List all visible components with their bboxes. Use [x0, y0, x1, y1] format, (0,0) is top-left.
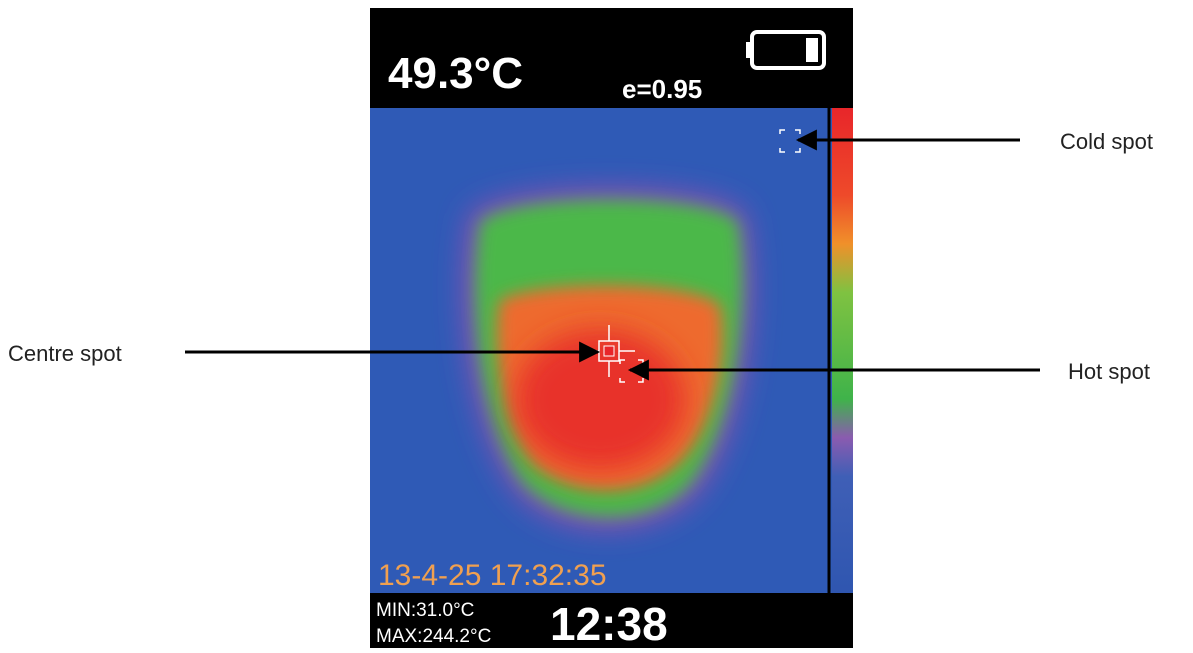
centre-dot	[604, 346, 614, 356]
cold-label: Cold spot	[1060, 129, 1153, 154]
hot-label: Hot spot	[1068, 359, 1150, 384]
page: 49.3°C e=0.95 13-4-25 17:32:35 MIN:31.0°…	[0, 0, 1193, 648]
max-temp: MAX:244.2°C	[376, 626, 491, 647]
color-scale	[832, 108, 853, 593]
emissivity: e=0.95	[622, 74, 702, 104]
centre-label: Centre spot	[8, 341, 122, 366]
min-temp: MIN:31.0°C	[376, 600, 474, 621]
clock: 12:38	[550, 598, 668, 648]
diagram: 49.3°C e=0.95 13-4-25 17:32:35 MIN:31.0°…	[0, 0, 1193, 648]
timestamp: 13-4-25 17:32:35	[378, 559, 607, 592]
temperature: 49.3°C	[388, 49, 523, 98]
